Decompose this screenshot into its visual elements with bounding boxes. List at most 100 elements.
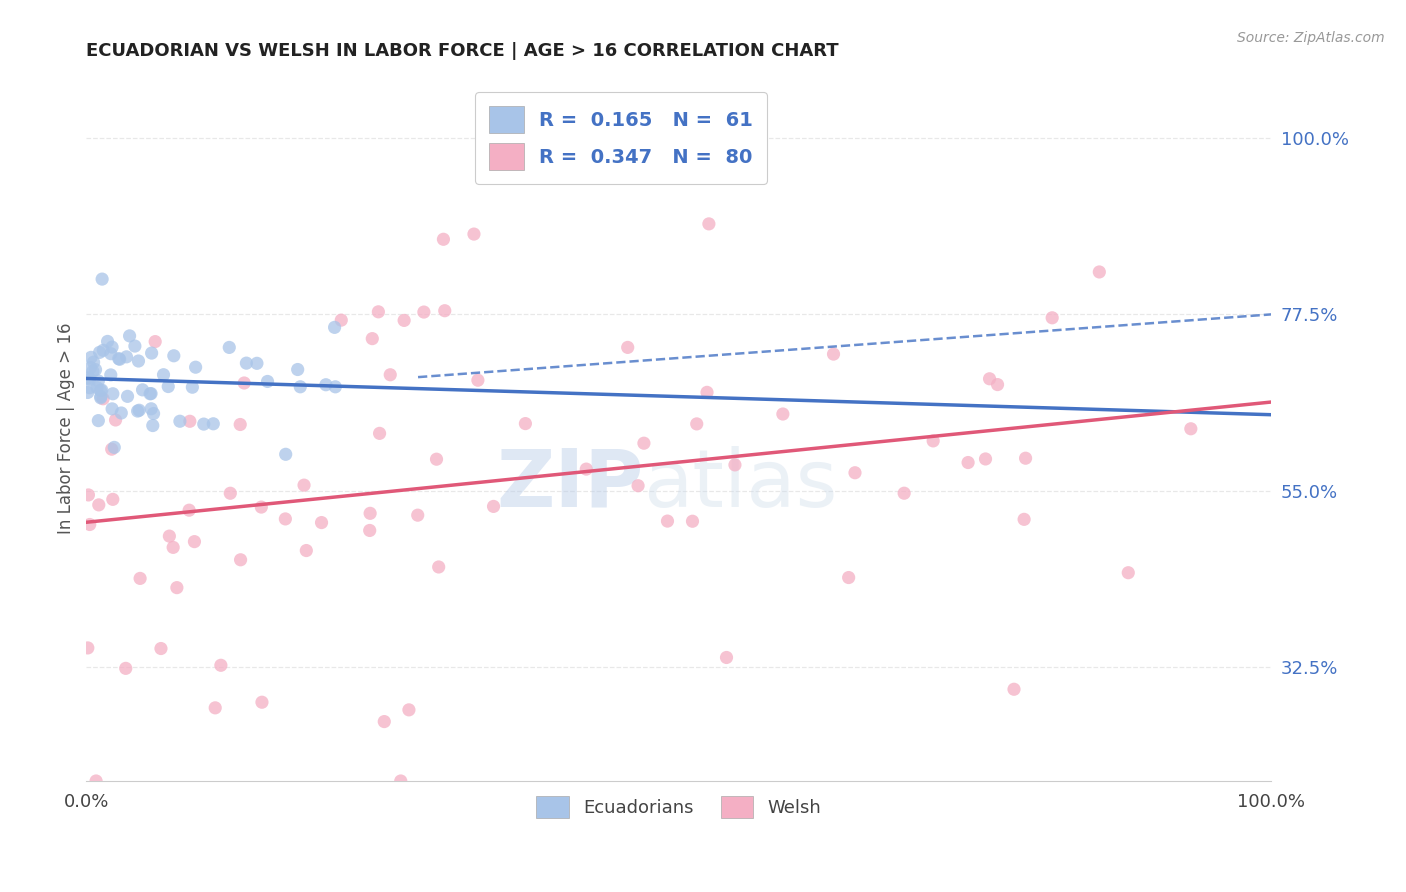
Point xyxy=(361,332,384,346)
Point xyxy=(152,368,174,382)
Point xyxy=(373,714,395,729)
Point xyxy=(482,500,505,514)
Point xyxy=(142,407,165,421)
Point xyxy=(101,492,124,507)
Point xyxy=(80,351,103,365)
Point xyxy=(463,227,485,241)
Point xyxy=(83,355,105,369)
Point xyxy=(250,500,273,514)
Point xyxy=(127,404,149,418)
Point xyxy=(101,401,124,416)
Point xyxy=(100,368,122,382)
Point xyxy=(166,581,188,595)
Point xyxy=(724,458,747,472)
Point xyxy=(127,354,149,368)
Point xyxy=(1002,682,1025,697)
Point xyxy=(575,462,598,476)
Point xyxy=(117,389,139,403)
Point xyxy=(716,650,738,665)
Point xyxy=(77,371,100,385)
Point xyxy=(697,217,720,231)
Point xyxy=(79,517,101,532)
Point xyxy=(143,334,166,349)
Point xyxy=(406,508,429,523)
Point xyxy=(204,701,226,715)
Point xyxy=(84,362,107,376)
Point xyxy=(104,413,127,427)
Point xyxy=(772,407,794,421)
Point xyxy=(118,329,141,343)
Point xyxy=(1012,512,1035,526)
Point xyxy=(202,417,225,431)
Point xyxy=(1040,310,1063,325)
Point xyxy=(149,641,172,656)
Point xyxy=(467,373,489,387)
Point xyxy=(315,377,337,392)
Point xyxy=(1116,566,1139,580)
Point xyxy=(101,386,124,401)
Point xyxy=(89,345,111,359)
Point xyxy=(633,436,655,450)
Point xyxy=(86,381,108,395)
Point xyxy=(163,349,186,363)
Point xyxy=(115,350,138,364)
Point xyxy=(79,372,101,386)
Point xyxy=(84,774,107,789)
Point xyxy=(76,640,98,655)
Point xyxy=(76,385,98,400)
Point xyxy=(87,374,110,388)
Point xyxy=(90,384,112,398)
Point xyxy=(139,386,162,401)
Point xyxy=(893,486,915,500)
Point xyxy=(101,340,124,354)
Point xyxy=(823,347,845,361)
Point xyxy=(79,360,101,375)
Point xyxy=(657,514,679,528)
Point xyxy=(91,272,114,286)
Point xyxy=(219,486,242,500)
Y-axis label: In Labor Force | Age > 16: In Labor Force | Age > 16 xyxy=(58,322,75,533)
Point xyxy=(274,512,297,526)
Text: ZIP: ZIP xyxy=(496,446,643,524)
Legend: Ecuadorians, Welsh: Ecuadorians, Welsh xyxy=(529,789,828,825)
Point xyxy=(844,466,866,480)
Point xyxy=(323,320,346,334)
Point xyxy=(82,364,104,378)
Point xyxy=(256,375,278,389)
Point xyxy=(412,305,434,319)
Point xyxy=(179,503,201,517)
Point xyxy=(87,414,110,428)
Point xyxy=(114,661,136,675)
Point xyxy=(87,498,110,512)
Point xyxy=(287,362,309,376)
Point xyxy=(686,417,709,431)
Point xyxy=(141,401,163,416)
Point xyxy=(392,313,415,327)
Point xyxy=(229,553,252,567)
Point xyxy=(368,426,391,441)
Point xyxy=(100,347,122,361)
Point xyxy=(91,343,114,358)
Point xyxy=(380,368,402,382)
Point xyxy=(292,478,315,492)
Point xyxy=(425,452,447,467)
Point xyxy=(139,386,162,401)
Point xyxy=(90,383,112,397)
Point xyxy=(79,381,101,395)
Point xyxy=(325,380,347,394)
Point xyxy=(957,456,980,470)
Point xyxy=(986,377,1008,392)
Point xyxy=(367,305,389,319)
Point xyxy=(974,452,997,467)
Point xyxy=(124,339,146,353)
Point xyxy=(696,385,718,400)
Point xyxy=(77,488,100,502)
Point xyxy=(359,524,381,538)
Point xyxy=(359,506,381,520)
Point xyxy=(169,414,191,428)
Point xyxy=(398,703,420,717)
Point xyxy=(100,442,122,457)
Point xyxy=(433,303,456,318)
Point xyxy=(131,383,153,397)
Point xyxy=(1088,265,1111,279)
